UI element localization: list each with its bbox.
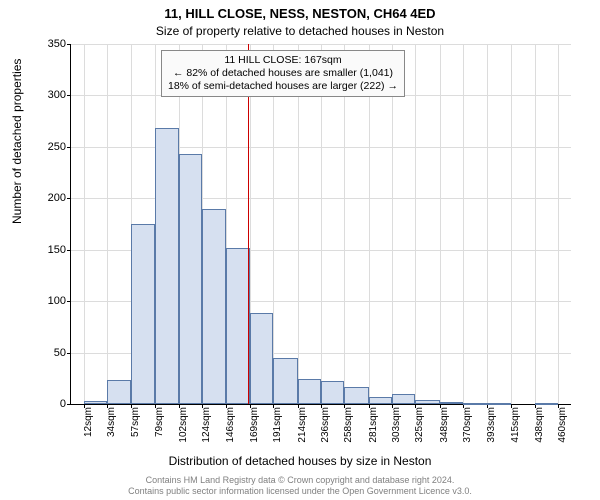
chart-container: 11, HILL CLOSE, NESS, NESTON, CH64 4ED S…	[0, 0, 600, 500]
xtick-label: 460sqm	[557, 407, 568, 457]
ytick-label: 50	[32, 347, 66, 359]
histogram-bar	[84, 401, 107, 404]
gridline-v	[321, 44, 322, 404]
xtick-label: 393sqm	[486, 407, 497, 457]
ytick-label: 200	[32, 192, 66, 204]
histogram-bar	[226, 248, 250, 404]
gridline-v	[463, 44, 464, 404]
histogram-bar	[131, 224, 154, 404]
gridline-v	[273, 44, 274, 404]
gridline-v	[298, 44, 299, 404]
histogram-bar	[250, 313, 273, 404]
xtick-label: 370sqm	[462, 407, 473, 457]
histogram-bar	[487, 403, 510, 405]
xtick-label: 438sqm	[534, 407, 545, 457]
xtick-label: 12sqm	[83, 407, 94, 457]
chart-title-main: 11, HILL CLOSE, NESS, NESTON, CH64 4ED	[0, 6, 600, 21]
ytick-label: 100	[32, 295, 66, 307]
gridline-v	[511, 44, 512, 404]
ytick-label: 350	[32, 38, 66, 50]
copyright-text: Contains HM Land Registry data © Crown c…	[0, 475, 600, 496]
annotation-line1: 11 HILL CLOSE: 167sqm	[168, 54, 398, 67]
gridline-v	[392, 44, 393, 404]
annotation-box: 11 HILL CLOSE: 167sqm← 82% of detached h…	[161, 50, 405, 97]
ytick-label: 250	[32, 141, 66, 153]
annotation-line2: ← 82% of detached houses are smaller (1,…	[168, 67, 398, 80]
xtick-label: 348sqm	[439, 407, 450, 457]
xtick-label: 236sqm	[320, 407, 331, 457]
gridline-v	[440, 44, 441, 404]
xtick-label: 191sqm	[272, 407, 283, 457]
gridline-v	[558, 44, 559, 404]
xtick-label: 214sqm	[297, 407, 308, 457]
gridline-v	[487, 44, 488, 404]
histogram-bar	[415, 400, 439, 404]
xtick-label: 146sqm	[225, 407, 236, 457]
chart-title-sub: Size of property relative to detached ho…	[0, 24, 600, 38]
histogram-bar	[463, 403, 487, 405]
histogram-bar	[155, 128, 179, 404]
xtick-label: 325sqm	[414, 407, 425, 457]
xtick-label: 258sqm	[343, 407, 354, 457]
copyright-line2: Contains public sector information licen…	[128, 486, 472, 496]
histogram-bar	[344, 387, 368, 404]
histogram-bar	[202, 209, 225, 404]
histogram-bar	[298, 379, 321, 404]
xtick-label: 303sqm	[391, 407, 402, 457]
y-axis-label: Number of detached properties	[10, 59, 24, 224]
plot-area: 11 HILL CLOSE: 167sqm← 82% of detached h…	[70, 44, 571, 405]
ytick-label: 0	[32, 398, 66, 410]
xtick-label: 34sqm	[106, 407, 117, 457]
gridline-v	[535, 44, 536, 404]
xtick-label: 102sqm	[178, 407, 189, 457]
histogram-bar	[392, 394, 415, 404]
xtick-label: 169sqm	[249, 407, 260, 457]
histogram-bar	[273, 358, 297, 404]
gridline-v	[107, 44, 108, 404]
ytick-label: 150	[32, 244, 66, 256]
histogram-bar	[179, 154, 202, 404]
histogram-bar	[369, 397, 392, 404]
gridline-v	[84, 44, 85, 404]
histogram-bar	[107, 380, 131, 404]
ytick-label: 300	[32, 89, 66, 101]
annotation-line3: 18% of semi-detached houses are larger (…	[168, 80, 398, 93]
xtick-label: 124sqm	[201, 407, 212, 457]
gridline-v	[369, 44, 370, 404]
xtick-label: 415sqm	[510, 407, 521, 457]
xtick-label: 281sqm	[368, 407, 379, 457]
xtick-label: 57sqm	[130, 407, 141, 457]
gridline-v	[344, 44, 345, 404]
histogram-bar	[321, 381, 344, 404]
histogram-bar	[535, 403, 558, 405]
histogram-bar	[440, 402, 463, 404]
reference-line	[248, 44, 249, 404]
copyright-line1: Contains HM Land Registry data © Crown c…	[146, 475, 455, 485]
gridline-v	[415, 44, 416, 404]
xtick-label: 79sqm	[154, 407, 165, 457]
